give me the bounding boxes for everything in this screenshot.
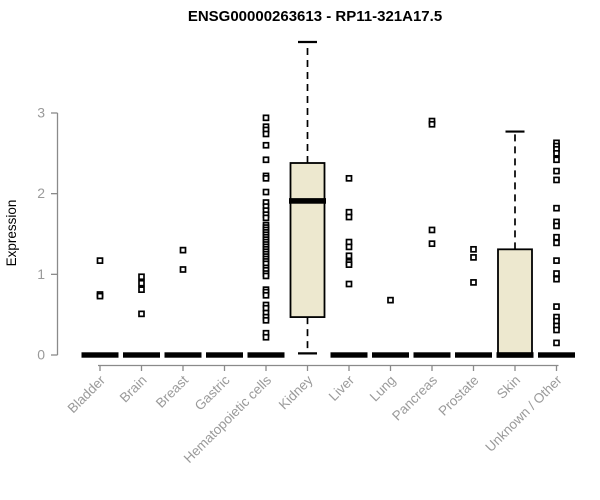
outlier-point-hematopoietic-cells <box>262 272 270 280</box>
box-kidney <box>289 162 326 318</box>
outlier-point-hematopoietic-cells <box>262 114 270 122</box>
outlier-point-pancreas <box>428 120 436 128</box>
x-tick-label-breast: Breast <box>153 372 191 410</box>
median-pancreas <box>413 352 451 358</box>
outlier-point-hematopoietic-cells <box>262 141 270 149</box>
outlier-point-unknown-other <box>553 257 560 264</box>
outlier-point-unknown-other <box>553 204 560 212</box>
x-tick-label-lung: Lung <box>367 373 399 405</box>
outlier-point-unknown-other <box>553 275 560 283</box>
outlier-point-bladder <box>96 292 104 300</box>
outlier-point-hematopoietic-cells <box>262 156 270 164</box>
outlier-point-pancreas <box>428 226 436 234</box>
outlier-point-unknown-other <box>553 176 560 184</box>
median-prostate <box>455 352 492 358</box>
outlier-point-hematopoietic-cells <box>262 188 270 196</box>
y-tick-label: 0 <box>37 347 45 363</box>
x-tick-label-kidney: Kidney <box>276 372 316 412</box>
chart-title: ENSG00000263613 - RP11-321A17.5 <box>188 8 442 25</box>
outlier-point-prostate <box>470 279 477 286</box>
outlier-point-liver <box>345 174 353 182</box>
outlier-point-hematopoietic-cells <box>262 333 270 341</box>
x-tick-label-brain: Brain <box>117 373 150 406</box>
x-tick-label-skin: Skin <box>494 373 523 402</box>
outlier-point-lung <box>387 296 394 304</box>
outlier-point-unknown-other <box>553 156 560 164</box>
outlier-point-liver <box>345 261 353 268</box>
outlier-point-brain <box>138 273 145 281</box>
x-tick-label-pancreas: Pancreas <box>389 372 440 423</box>
x-tick-label-liver: Liver <box>326 372 358 404</box>
outlier-point-prostate <box>470 254 477 261</box>
median-liver <box>330 352 368 358</box>
outlier-point-liver <box>345 252 353 260</box>
outlier-point-unknown-other <box>553 233 560 241</box>
median-skin <box>496 352 534 358</box>
outlier-point-breast <box>179 266 187 273</box>
outlier-point-hematopoietic-cells <box>262 130 270 138</box>
y-tick-label: 1 <box>37 266 45 282</box>
outlier-point-unknown-other <box>553 270 560 277</box>
median-gastric <box>206 352 243 358</box>
outlier-point-brain <box>138 279 145 287</box>
x-tick-label-gastric: Gastric <box>192 372 233 413</box>
x-tick-label-unknown-other: Unknown / Other <box>482 372 565 455</box>
y-tick-label: 2 <box>37 185 45 201</box>
y-axis-title: Expression <box>4 200 19 267</box>
outlier-point-hematopoietic-cells <box>262 214 270 222</box>
outlier-point-bladder <box>96 257 104 264</box>
outliers-layer <box>96 114 560 347</box>
outlier-point-unknown-other <box>553 222 560 230</box>
outlier-point-liver <box>345 213 353 221</box>
outlier-point-unknown-other <box>553 303 560 310</box>
outlier-point-unknown-other <box>553 239 560 247</box>
outlier-point-hematopoietic-cells <box>262 316 270 324</box>
outlier-point-brain <box>138 310 145 318</box>
outlier-point-liver <box>345 280 353 288</box>
outlier-point-hematopoietic-cells <box>262 291 270 299</box>
median-bladder <box>81 352 119 358</box>
outlier-point-pancreas <box>428 240 436 248</box>
median-lung <box>372 352 409 358</box>
outlier-point-breast <box>179 246 187 254</box>
outlier-point-unknown-other <box>553 167 560 175</box>
outlier-point-hematopoietic-cells <box>262 174 270 182</box>
x-tick-label-bladder: Bladder <box>65 372 109 416</box>
x-tick-label-prostate: Prostate <box>435 373 481 419</box>
boxes-layer <box>81 40 575 358</box>
box-skin <box>497 248 533 356</box>
outlier-point-prostate <box>470 245 477 253</box>
outlier-point-liver <box>345 243 353 251</box>
median-brain <box>123 352 160 358</box>
median-unknown-other <box>538 352 575 358</box>
outlier-point-unknown-other <box>553 149 560 157</box>
outlier-point-unknown-other <box>553 326 560 334</box>
median-hematopoietic-cells <box>247 352 285 358</box>
y-tick-label: 3 <box>37 104 45 120</box>
outlier-point-unknown-other <box>553 339 560 347</box>
outlier-point-brain <box>138 286 145 294</box>
median-breast <box>164 352 202 358</box>
median-kidney <box>289 198 326 204</box>
